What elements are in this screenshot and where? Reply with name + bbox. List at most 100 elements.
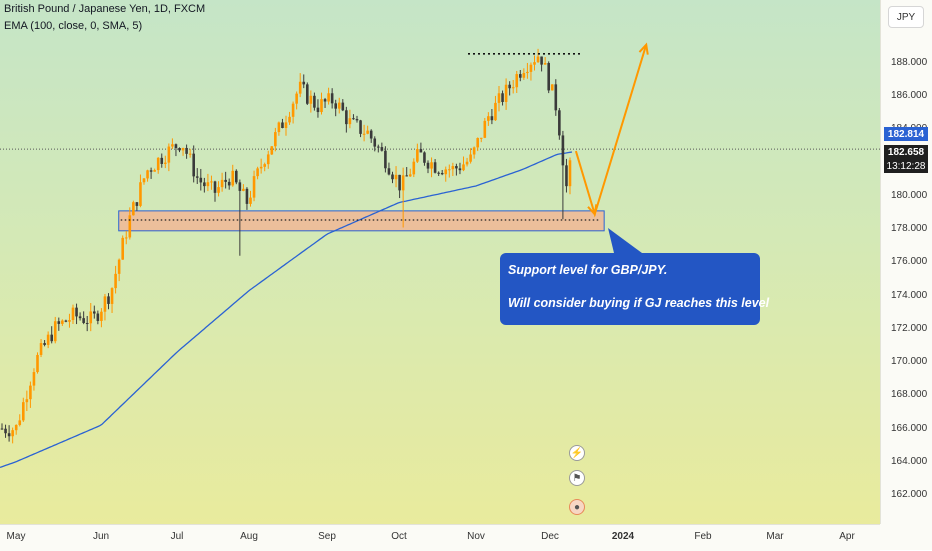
candle-body bbox=[124, 237, 128, 239]
projection-arrowhead-up bbox=[638, 42, 649, 55]
candle-body bbox=[387, 168, 391, 175]
candle-body bbox=[36, 354, 39, 373]
candle-body bbox=[110, 288, 114, 304]
price-axis[interactable]: 188.000186.000184.000182.000180.000178.0… bbox=[880, 0, 932, 524]
candle-body bbox=[274, 132, 277, 147]
candle-body bbox=[0, 428, 4, 430]
chart-pane[interactable]: British Pound / Japanese Yen, 1D, FXCM E… bbox=[0, 0, 880, 524]
candle-body bbox=[142, 178, 146, 183]
candle-body bbox=[259, 166, 263, 169]
candle-body bbox=[469, 154, 472, 162]
candle-body bbox=[323, 99, 327, 102]
candle-body bbox=[203, 182, 206, 187]
candle-body bbox=[405, 175, 408, 177]
countdown-tag: 13:12:28 bbox=[884, 159, 928, 173]
candle-body bbox=[394, 174, 398, 180]
candle-body bbox=[444, 169, 448, 175]
candle-body bbox=[448, 169, 451, 171]
candle-body bbox=[412, 161, 416, 175]
candle-body bbox=[121, 237, 124, 260]
candle-body bbox=[25, 399, 29, 403]
candle-body bbox=[479, 137, 483, 139]
candle-body bbox=[401, 175, 405, 191]
time-tick-label: Jul bbox=[170, 531, 184, 542]
candle-body bbox=[472, 147, 476, 155]
candle-body bbox=[313, 95, 316, 108]
candle-body bbox=[526, 71, 529, 74]
candle-body bbox=[249, 197, 252, 204]
candle-body bbox=[100, 311, 103, 321]
candle-body bbox=[256, 168, 259, 177]
flag-icon[interactable]: ⚑ bbox=[569, 470, 585, 486]
candle-body bbox=[327, 93, 330, 102]
candle-body bbox=[195, 176, 199, 178]
candle-body bbox=[366, 130, 369, 134]
price-chart[interactable] bbox=[0, 0, 880, 524]
candle-body bbox=[316, 107, 320, 113]
candle-body bbox=[242, 188, 245, 191]
candle-body bbox=[373, 138, 377, 147]
candle-body bbox=[508, 84, 511, 89]
candle-body bbox=[550, 84, 554, 91]
candle-body bbox=[252, 176, 256, 198]
candle-body bbox=[440, 172, 444, 175]
candle-body bbox=[132, 202, 135, 216]
candle-body bbox=[4, 428, 7, 434]
candle-body bbox=[266, 154, 270, 165]
candle-body bbox=[433, 162, 437, 173]
candle-body bbox=[7, 433, 11, 437]
candle-body bbox=[320, 99, 323, 113]
candle-body bbox=[213, 181, 217, 193]
indicator-legend[interactable]: EMA (100, close, 0, SMA, 5) bbox=[4, 20, 143, 32]
candle-body bbox=[337, 102, 341, 109]
candle-body bbox=[82, 318, 85, 323]
dividends-icon[interactable]: ● bbox=[569, 499, 585, 515]
candle-body bbox=[341, 102, 345, 111]
price-tick-label: 170.000 bbox=[891, 356, 928, 368]
candle-body bbox=[348, 118, 352, 125]
candle-body bbox=[235, 170, 238, 183]
time-axis[interactable]: May Jun Jul Aug Sep Oct Nov Dec 2024 Feb Mar Apr bbox=[0, 524, 880, 551]
price-tick-label: 168.000 bbox=[891, 389, 928, 401]
candle-body bbox=[515, 74, 519, 88]
candle-body bbox=[543, 63, 547, 65]
candle-body bbox=[430, 162, 433, 169]
candle-body bbox=[561, 135, 565, 166]
time-tick-label: Apr bbox=[839, 531, 855, 542]
last-price-tag: 182.814 bbox=[884, 127, 928, 141]
candle-body bbox=[398, 174, 401, 191]
candle-body bbox=[128, 215, 132, 238]
candle-body bbox=[494, 102, 497, 121]
candle-body bbox=[117, 259, 121, 274]
time-tick-label: Feb bbox=[694, 531, 712, 542]
lightning-icon[interactable]: ⚡ bbox=[569, 445, 585, 461]
candle-body bbox=[206, 182, 210, 187]
candle-body bbox=[458, 168, 462, 171]
candle-body bbox=[227, 181, 231, 186]
candle-body bbox=[188, 153, 192, 155]
candle-body bbox=[146, 170, 149, 179]
candle-body bbox=[558, 110, 561, 136]
candle-body bbox=[483, 120, 487, 138]
symbol-title[interactable]: British Pound / Japanese Yen, 1D, FXCM bbox=[4, 3, 206, 15]
price-tick-label: 176.000 bbox=[891, 256, 928, 268]
time-tick-label: Jun bbox=[92, 531, 110, 542]
time-tick-label: Sep bbox=[318, 531, 336, 542]
annotation-callout[interactable]: Support level for GBP/JPY. Will consider… bbox=[500, 253, 769, 325]
candle-body bbox=[174, 144, 178, 149]
price-tick-label: 162.000 bbox=[891, 489, 928, 500]
candle-body bbox=[295, 93, 298, 104]
price-tick-label: 180.000 bbox=[891, 189, 928, 201]
candle-body bbox=[362, 133, 366, 135]
candle-body bbox=[68, 320, 71, 322]
currency-button[interactable]: JPY bbox=[888, 6, 924, 28]
price-tick-label: 172.000 bbox=[891, 322, 928, 334]
candle-body bbox=[217, 187, 220, 193]
candle-body bbox=[384, 150, 387, 169]
candle-body bbox=[408, 174, 412, 177]
candle-body bbox=[288, 116, 291, 123]
candle-body bbox=[263, 164, 266, 167]
candle-body bbox=[359, 120, 362, 134]
time-tick-label: Dec bbox=[541, 531, 559, 542]
candle-body bbox=[302, 81, 306, 85]
